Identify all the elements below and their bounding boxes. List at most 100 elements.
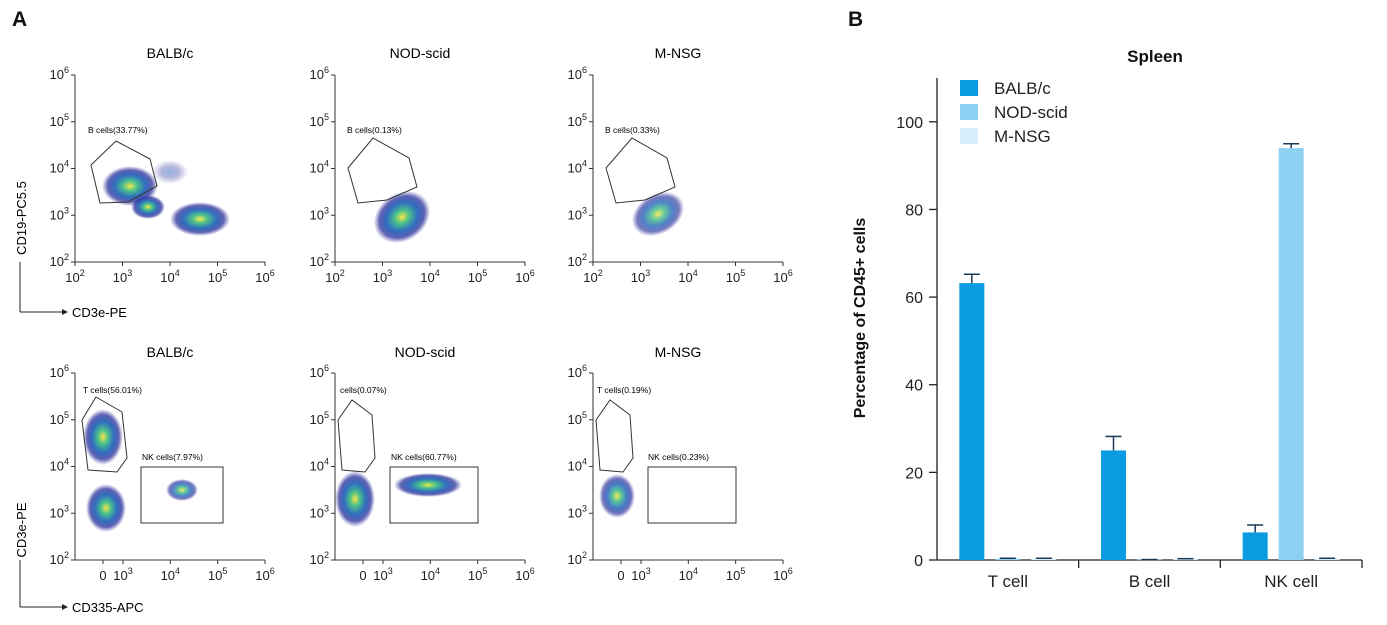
nk-cell-gate: [389, 466, 479, 524]
chart-y-label: Percentage of CD45+ cells: [852, 218, 869, 419]
y-tick-label: 0: [914, 553, 923, 570]
b-cell-gate: [90, 140, 158, 204]
y-tick-label: 40: [905, 378, 923, 395]
x-tick-label: 104: [161, 566, 180, 583]
plot-title: BALB/c: [147, 45, 194, 61]
density-blobs: [631, 191, 685, 237]
flow-plot-nodscid-tnk: NOD-scid cells(0.07%) NK cells(60.77%): [334, 344, 525, 561]
y-tick-label: 105: [50, 112, 69, 129]
x-tick-label: 105: [208, 566, 227, 583]
x-tick-label: 102: [583, 268, 602, 285]
panel-a-letter: A: [12, 8, 27, 31]
x-tick-label: 102: [325, 268, 344, 285]
plot-title: NOD-scid: [395, 344, 456, 360]
x-tick-label: 103: [373, 268, 392, 285]
y-tick-label: 103: [310, 503, 329, 520]
flow-row-2: BALB/c T cells(56.01%) NK cells(7.97%) N…: [14, 344, 783, 615]
plot-title: NOD-scid: [390, 45, 451, 61]
y-tick-label: 100: [896, 115, 923, 132]
x-tick-label: 106: [255, 268, 274, 285]
legend-label: M-NSG: [994, 127, 1051, 146]
x-tick-label: 0: [99, 568, 106, 583]
x-tick-label: 104: [160, 268, 179, 285]
y-tick-label: 104: [50, 457, 69, 474]
x-tick-label: 106: [255, 566, 274, 583]
y-tick-label: 102: [568, 252, 587, 269]
y-tick-label: 106: [50, 65, 69, 82]
chart-title: Spleen: [1127, 47, 1183, 66]
nk-cell-gate: [647, 466, 737, 524]
gate-label: B cells(33.77%): [88, 125, 148, 135]
bar: [995, 558, 1021, 560]
gate-label: NK cells(60.77%): [391, 452, 457, 462]
y-tick-label: 103: [568, 205, 587, 222]
t-cell-gate: [337, 399, 376, 473]
y-tick-label: 105: [50, 410, 69, 427]
y-tick-label: 106: [310, 65, 329, 82]
x-tick-label: 103: [631, 268, 650, 285]
panel-b-letter: B: [848, 8, 863, 31]
density-blobs: [102, 160, 230, 236]
y-tick-label: 104: [50, 159, 69, 176]
x-tick-label: 104: [420, 268, 439, 285]
y-tick-label: 102: [50, 550, 69, 567]
flow-plot-mnsg-b: M-NSG B cells(0.33%): [592, 45, 783, 263]
y-axis-label: CD3e-PE: [14, 502, 29, 557]
x-tick-label: 104: [679, 566, 698, 583]
gate-label: B cells(0.13%): [347, 125, 402, 135]
x-tick-label: 103: [113, 566, 132, 583]
x-tick-label: 105: [726, 566, 745, 583]
x-tick-label: 106: [773, 566, 792, 583]
x-tick-label: 103: [373, 566, 392, 583]
bar-chart: 0 20 40 60 80 100 T cell B cell NK cell BALB/c NOD…: [896, 78, 1363, 591]
bar: [1173, 559, 1198, 560]
plot-title: BALB/c: [147, 344, 194, 360]
y-tick-label: 80: [905, 202, 923, 219]
gate-label: NK cells(0.23%): [648, 452, 709, 462]
y-tick-label: 103: [310, 205, 329, 222]
legend-label: BALB/c: [994, 79, 1051, 98]
bar: [959, 283, 985, 560]
bar: [1278, 148, 1304, 561]
y-axis-label: CD19-PC5.5: [14, 181, 29, 255]
y-tick-label: 102: [310, 252, 329, 269]
gate-label: NK cells(7.97%): [142, 452, 203, 462]
bar: [1242, 532, 1268, 560]
x-tick-label: 104: [421, 566, 440, 583]
flow-plot-balbc-tnk: BALB/c T cells(56.01%) NK cells(7.97%): [74, 344, 265, 561]
flow-plot-balbc-b: BALB/c B cells(33.77%): [74, 45, 265, 263]
y-tick-label: 102: [50, 252, 69, 269]
y-tick-label: 106: [50, 363, 69, 380]
x-tick-label: 104: [678, 268, 697, 285]
x-tick-label: 103: [113, 268, 132, 285]
gate-label: B cells(0.33%): [605, 125, 660, 135]
legend-swatch: [960, 80, 978, 96]
x-tick-label: 106: [773, 268, 792, 285]
x-tick-label: 0: [617, 568, 624, 583]
x-tick-label: 105: [726, 268, 745, 285]
gate-label: T cells(0.19%): [597, 385, 651, 395]
legend-label: NOD-scid: [994, 103, 1068, 122]
x-tick-label: 106: [515, 268, 534, 285]
b-cell-gate: [605, 137, 676, 204]
b-cell-gate: [347, 137, 418, 204]
y-tick-label: 103: [568, 503, 587, 520]
y-tick-label: 105: [568, 112, 587, 129]
x-tick-label: 105: [208, 268, 227, 285]
y-tick-label: 104: [310, 159, 329, 176]
y-tick-label: 104: [568, 457, 587, 474]
x-tick-label: 106: [515, 566, 534, 583]
flow-plot-nodscid-b: NOD-scid B cells(0.13%): [334, 45, 525, 263]
t-cell-gate: [81, 396, 128, 473]
flow-plot-mnsg-tnk: M-NSG T cells(0.19%) NK cells(0.23%): [592, 344, 783, 561]
y-tick-label: 104: [568, 159, 587, 176]
y-tick-label: 102: [310, 550, 329, 567]
bar: [1031, 558, 1057, 560]
category-label: B cell: [1129, 572, 1171, 591]
legend-swatch: [960, 104, 978, 120]
plot-title: M-NSG: [655, 45, 702, 61]
x-axis-label: CD3e-PE: [72, 305, 127, 320]
y-tick-label: 106: [568, 65, 587, 82]
x-tick-label: 102: [65, 268, 84, 285]
density-blobs: [83, 409, 198, 532]
